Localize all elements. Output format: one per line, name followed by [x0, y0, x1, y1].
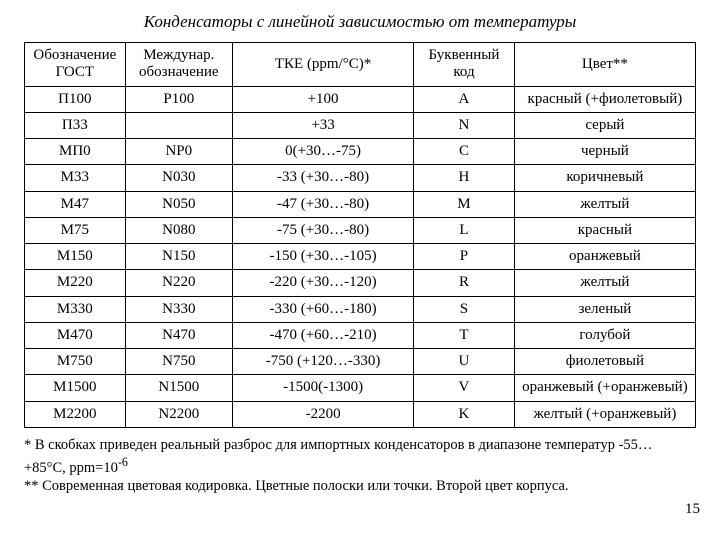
col-letter: Буквенный код: [414, 43, 515, 87]
cell-tke: -470 (+60…-210): [233, 322, 414, 348]
page-title: Конденсаторы с линейной зависимостью от …: [24, 12, 696, 32]
cell-tke: -47 (+30…-80): [233, 191, 414, 217]
cell-intl: N220: [125, 270, 232, 296]
cell-gost: М750: [25, 349, 126, 375]
cell-color: желтый (+оранжевый): [514, 401, 695, 427]
cell-gost: М47: [25, 191, 126, 217]
cell-color: оранжевый: [514, 244, 695, 270]
col-gost: Обозначение ГОСТ: [25, 43, 126, 87]
table-row: М1500 N1500 -1500(-1300) V оранжевый (+о…: [25, 375, 696, 401]
page-number: 15: [685, 501, 700, 518]
cell-letter: U: [414, 349, 515, 375]
cell-color: красный: [514, 217, 695, 243]
cell-color: оранжевый (+оранжевый): [514, 375, 695, 401]
cell-letter: K: [414, 401, 515, 427]
table-row: М750 N750 -750 (+120…-330) U фиолетовый: [25, 349, 696, 375]
col-color: Цвет**: [514, 43, 695, 87]
cell-intl: N750: [125, 349, 232, 375]
cell-gost: М75: [25, 217, 126, 243]
cell-gost: М33: [25, 165, 126, 191]
table-row: М150 N150 -150 (+30…-105) P оранжевый: [25, 244, 696, 270]
cell-color: желтый: [514, 191, 695, 217]
cell-letter: S: [414, 296, 515, 322]
cell-gost: М150: [25, 244, 126, 270]
cell-gost: МП0: [25, 139, 126, 165]
cell-color: желтый: [514, 270, 695, 296]
table-row: М75 N080 -75 (+30…-80) L красный: [25, 217, 696, 243]
cell-color: голубой: [514, 322, 695, 348]
cell-intl: N2200: [125, 401, 232, 427]
cell-tke: 0(+30…-75): [233, 139, 414, 165]
cell-letter: C: [414, 139, 515, 165]
cell-gost: М330: [25, 296, 126, 322]
footnote-1-sup: -6: [118, 455, 128, 469]
cell-letter: V: [414, 375, 515, 401]
col-intl: Междунар. обозначение: [125, 43, 232, 87]
cell-tke: -33 (+30…-80): [233, 165, 414, 191]
cell-color: серый: [514, 112, 695, 138]
cell-intl: N1500: [125, 375, 232, 401]
cell-tke: -330 (+60…-180): [233, 296, 414, 322]
footnote-block: * В скобках приведен реальный разброс дл…: [24, 436, 696, 496]
cell-tke: -220 (+30…-120): [233, 270, 414, 296]
cell-intl: N330: [125, 296, 232, 322]
cell-intl: NP0: [125, 139, 232, 165]
cell-letter: N: [414, 112, 515, 138]
cell-gost: М2200: [25, 401, 126, 427]
cell-gost: М470: [25, 322, 126, 348]
cell-letter: R: [414, 270, 515, 296]
cell-tke: -750 (+120…-330): [233, 349, 414, 375]
cell-letter: P: [414, 244, 515, 270]
cell-color: фиолетовый: [514, 349, 695, 375]
table-row: П100 P100 +100 A красный (+фиолетовый): [25, 86, 696, 112]
cell-gost: М1500: [25, 375, 126, 401]
cell-color: черный: [514, 139, 695, 165]
footnote-2: ** Современная цветовая кодировка. Цветн…: [24, 478, 569, 494]
table-row: МП0 NP0 0(+30…-75) C черный: [25, 139, 696, 165]
cell-letter: L: [414, 217, 515, 243]
table-header-row: Обозначение ГОСТ Междунар. обозначение Т…: [25, 43, 696, 87]
cell-gost: П100: [25, 86, 126, 112]
table-row: М33 N030 -33 (+30…-80) H коричневый: [25, 165, 696, 191]
cell-intl: N150: [125, 244, 232, 270]
cell-intl: N030: [125, 165, 232, 191]
cell-letter: A: [414, 86, 515, 112]
cell-intl: N080: [125, 217, 232, 243]
table-row: М2200 N2200 -2200 K желтый (+оранжевый): [25, 401, 696, 427]
table-row: М330 N330 -330 (+60…-180) S зеленый: [25, 296, 696, 322]
cell-tke: -150 (+30…-105): [233, 244, 414, 270]
cell-color: коричневый: [514, 165, 695, 191]
cell-tke: +33: [233, 112, 414, 138]
capacitor-table: Обозначение ГОСТ Междунар. обозначение Т…: [24, 42, 696, 428]
table-row: М47 N050 -47 (+30…-80) M желтый: [25, 191, 696, 217]
cell-color: зеленый: [514, 296, 695, 322]
cell-tke: -1500(-1300): [233, 375, 414, 401]
cell-tke: -75 (+30…-80): [233, 217, 414, 243]
cell-intl: P100: [125, 86, 232, 112]
cell-tke: +100: [233, 86, 414, 112]
cell-letter: T: [414, 322, 515, 348]
cell-tke: -2200: [233, 401, 414, 427]
cell-color: красный (+фиолетовый): [514, 86, 695, 112]
col-tke: ТКЕ (ppm/°С)*: [233, 43, 414, 87]
table-row: М220 N220 -220 (+30…-120) R желтый: [25, 270, 696, 296]
cell-letter: H: [414, 165, 515, 191]
cell-gost: П33: [25, 112, 126, 138]
cell-intl: N470: [125, 322, 232, 348]
table-row: П33 +33 N серый: [25, 112, 696, 138]
cell-intl: N050: [125, 191, 232, 217]
cell-intl: [125, 112, 232, 138]
cell-letter: M: [414, 191, 515, 217]
cell-gost: М220: [25, 270, 126, 296]
table-row: М470 N470 -470 (+60…-210) T голубой: [25, 322, 696, 348]
